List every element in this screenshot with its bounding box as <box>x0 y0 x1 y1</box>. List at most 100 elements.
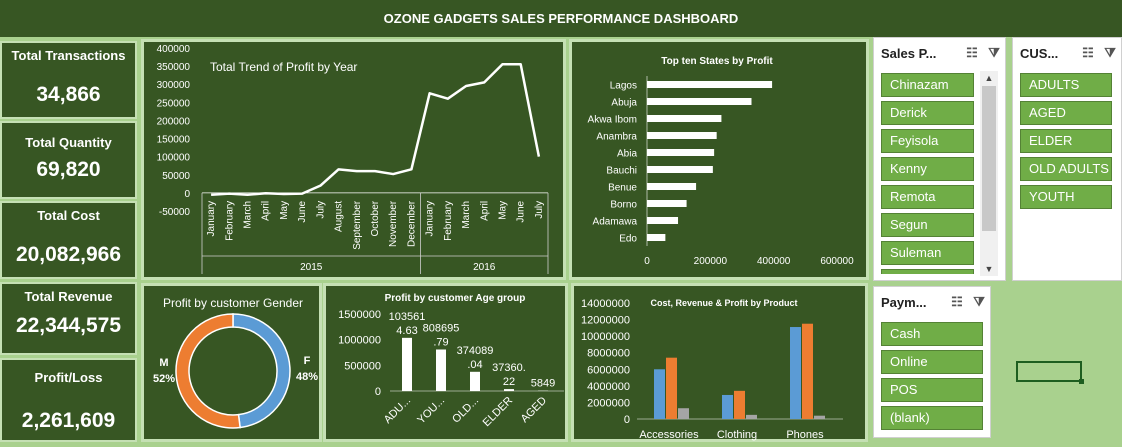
state-bar <box>647 217 678 224</box>
state-bar <box>647 166 713 173</box>
fill-handle[interactable] <box>1079 379 1084 384</box>
kpi-label: Total Cost <box>2 208 135 223</box>
y-tick-label: 1500000 <box>338 309 381 321</box>
category-label: Abuja <box>611 98 637 109</box>
scroll-up-icon[interactable]: ▲ <box>980 71 998 85</box>
slicer-item[interactable]: Suleman <box>881 241 974 265</box>
y-tick-label: 10000000 <box>581 331 630 343</box>
data-label: .79 <box>433 336 448 348</box>
x-tick-label: August <box>334 201 345 232</box>
slicer-item[interactable]: YOUTH <box>1020 185 1112 209</box>
slicer-item-partial[interactable] <box>881 269 974 274</box>
multi-select-icon[interactable]: ☷ <box>946 294 968 310</box>
state-bar <box>647 98 752 105</box>
year-label: 2015 <box>300 262 323 273</box>
multi-select-icon[interactable]: ☷ <box>1077 45 1099 61</box>
slicer-item[interactable]: Derick <box>881 101 974 125</box>
x-tick-label: Accessories <box>639 429 699 441</box>
product-bar <box>654 369 665 419</box>
x-tick-label: January <box>206 201 217 237</box>
x-tick-label: 400000 <box>757 256 791 267</box>
data-label: 374089 <box>457 345 494 357</box>
x-tick-label: April <box>261 201 272 221</box>
y-tick-label: 500000 <box>344 360 381 372</box>
y-tick-label: 100000 <box>157 153 191 164</box>
slicer-item[interactable]: Chinazam <box>881 73 974 97</box>
category-label: Edo <box>619 234 637 245</box>
slicer-item[interactable]: POS <box>881 378 983 402</box>
x-tick-label: June <box>297 200 308 222</box>
x-tick-label: November <box>388 200 399 247</box>
slicer-item[interactable]: Online <box>881 350 983 374</box>
selected-cell[interactable] <box>1016 361 1082 382</box>
top-states-svg: Top ten States by Profit LagosAbujaAkwa … <box>572 42 866 277</box>
x-tick-label: December <box>406 200 417 247</box>
product-bar <box>746 415 757 419</box>
clear-filter-icon[interactable]: ⧩ <box>983 45 1005 61</box>
slicer-item[interactable]: ADULTS <box>1020 73 1112 97</box>
x-tick-label: 200000 <box>694 256 728 267</box>
product-bar <box>814 416 825 419</box>
x-tick-label: May <box>279 201 290 220</box>
x-tick-label: April <box>479 201 490 221</box>
kpi-label: Profit/Loss <box>2 370 135 385</box>
slicer-item[interactable]: ELDER <box>1020 129 1112 153</box>
state-bar <box>647 115 721 122</box>
slicer-items: ADULTS AGED ELDER OLD ADULTS YOUTH <box>1013 68 1122 268</box>
kpi-label: Total Quantity <box>2 135 135 150</box>
kpi-label: Total Transactions <box>2 48 135 63</box>
x-tick-label: May <box>497 201 508 220</box>
data-label: .04 <box>467 359 482 371</box>
slicer-item[interactable]: Segun <box>881 213 974 237</box>
slicer-item[interactable]: Kenny <box>881 157 974 181</box>
y-tick-label: 2000000 <box>587 397 630 409</box>
x-tick-label: July <box>315 201 326 219</box>
slicer-header: CUS... ☷ ⧩ <box>1013 38 1121 68</box>
slicer-title: Sales P... <box>881 46 961 61</box>
product-chart: Cost, Revenue & Profit by Product 140000… <box>571 283 868 442</box>
slicer-item[interactable]: OLD ADULTS <box>1020 157 1112 181</box>
slicer-item[interactable]: AGED <box>1020 101 1112 125</box>
state-bar <box>647 132 717 139</box>
product-bar <box>666 358 677 419</box>
category-label: Benue <box>608 183 637 194</box>
kpi-value: 2,261,609 <box>2 409 135 433</box>
scrollbar-thumb[interactable] <box>982 86 996 231</box>
product-bar <box>790 327 801 419</box>
slicer-item[interactable]: Remota <box>881 185 974 209</box>
x-tick-label: January <box>425 201 436 237</box>
slicer-item[interactable]: Feyisola <box>881 129 974 153</box>
multi-select-icon[interactable]: ☷ <box>961 45 983 61</box>
data-label: 103561 <box>389 311 426 323</box>
slicer-item[interactable]: Cash <box>881 322 983 346</box>
kpi-profit-loss: Profit/Loss 2,261,609 <box>0 358 137 442</box>
kpi-value: 34,866 <box>2 83 135 107</box>
scroll-down-icon[interactable]: ▼ <box>980 262 998 276</box>
product-bar <box>802 324 813 419</box>
chart-title: Profit by customer Age group <box>385 293 526 304</box>
y-tick-label: -50000 <box>159 207 191 218</box>
x-tick-label: June <box>516 200 527 222</box>
y-tick-label: 200000 <box>157 116 191 127</box>
slicer-items: Cash Online POS (blank) <box>874 317 992 437</box>
y-tick-label: 150000 <box>157 135 191 146</box>
y-tick-label: 250000 <box>157 98 191 109</box>
clear-filter-icon[interactable]: ⧩ <box>1099 45 1121 61</box>
y-tick-label: 0 <box>624 414 630 426</box>
clear-filter-icon[interactable]: ⧩ <box>968 294 990 310</box>
kpi-value: 20,082,966 <box>2 243 135 267</box>
x-tick-label: Phones <box>786 429 824 441</box>
y-tick-label: 0 <box>184 189 190 200</box>
x-tick-label: March <box>243 201 254 229</box>
age-bar <box>436 349 446 391</box>
category-label: Adamawa <box>593 217 638 228</box>
slicer-scrollbar[interactable]: ▲ ▼ <box>980 71 998 276</box>
x-tick-label: ELDER <box>481 395 515 429</box>
x-tick-label: OLD... <box>450 395 481 426</box>
profit-trend-line <box>211 64 539 194</box>
slicer-item[interactable]: (blank) <box>881 406 983 430</box>
